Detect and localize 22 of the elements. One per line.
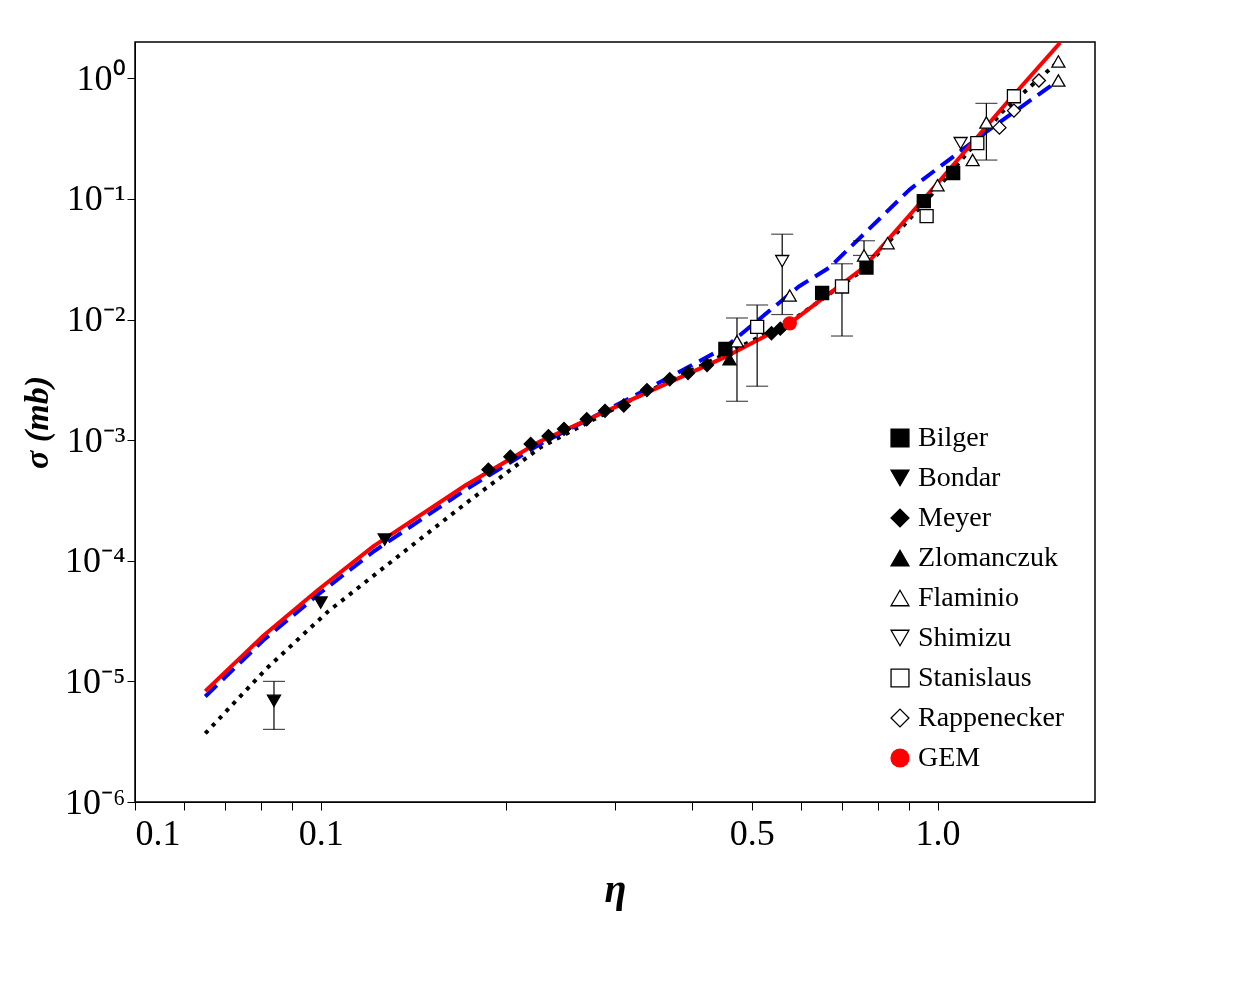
y-tick-label: 10⁰ <box>76 57 126 98</box>
x-tick-label: 1.0 <box>915 812 961 853</box>
legend-label: Rappenecker <box>918 701 1065 732</box>
x-tick-label: 0.5 <box>729 812 775 853</box>
legend-label: Bilger <box>918 421 989 452</box>
y-tick-label: 10⁻¹ <box>66 178 126 219</box>
x-tick-label: 0.1 <box>298 812 344 853</box>
legend-label: Bondar <box>918 461 1002 492</box>
y-tick-label: 10⁻³ <box>66 419 126 460</box>
y-tick-label: 10⁻⁶ <box>64 781 126 822</box>
y-tick-label: 10⁻⁵ <box>64 660 126 701</box>
legend-label: Stanislaus <box>918 661 1032 692</box>
x-tick-label: 0.1 <box>135 812 181 853</box>
y-axis-title: σ (mb) <box>17 376 56 469</box>
legend-label: Flaminio <box>918 581 1020 612</box>
legend-label: Shimizu <box>918 621 1012 652</box>
y-tick-label: 10⁻² <box>66 299 126 340</box>
legend-label: GEM <box>918 741 981 772</box>
legend-label: Zlomanczuk <box>918 541 1058 572</box>
y-tick-label: 10⁻⁴ <box>64 540 126 581</box>
x-axis-title: η <box>604 865 627 911</box>
legend-label: Meyer <box>918 501 992 532</box>
